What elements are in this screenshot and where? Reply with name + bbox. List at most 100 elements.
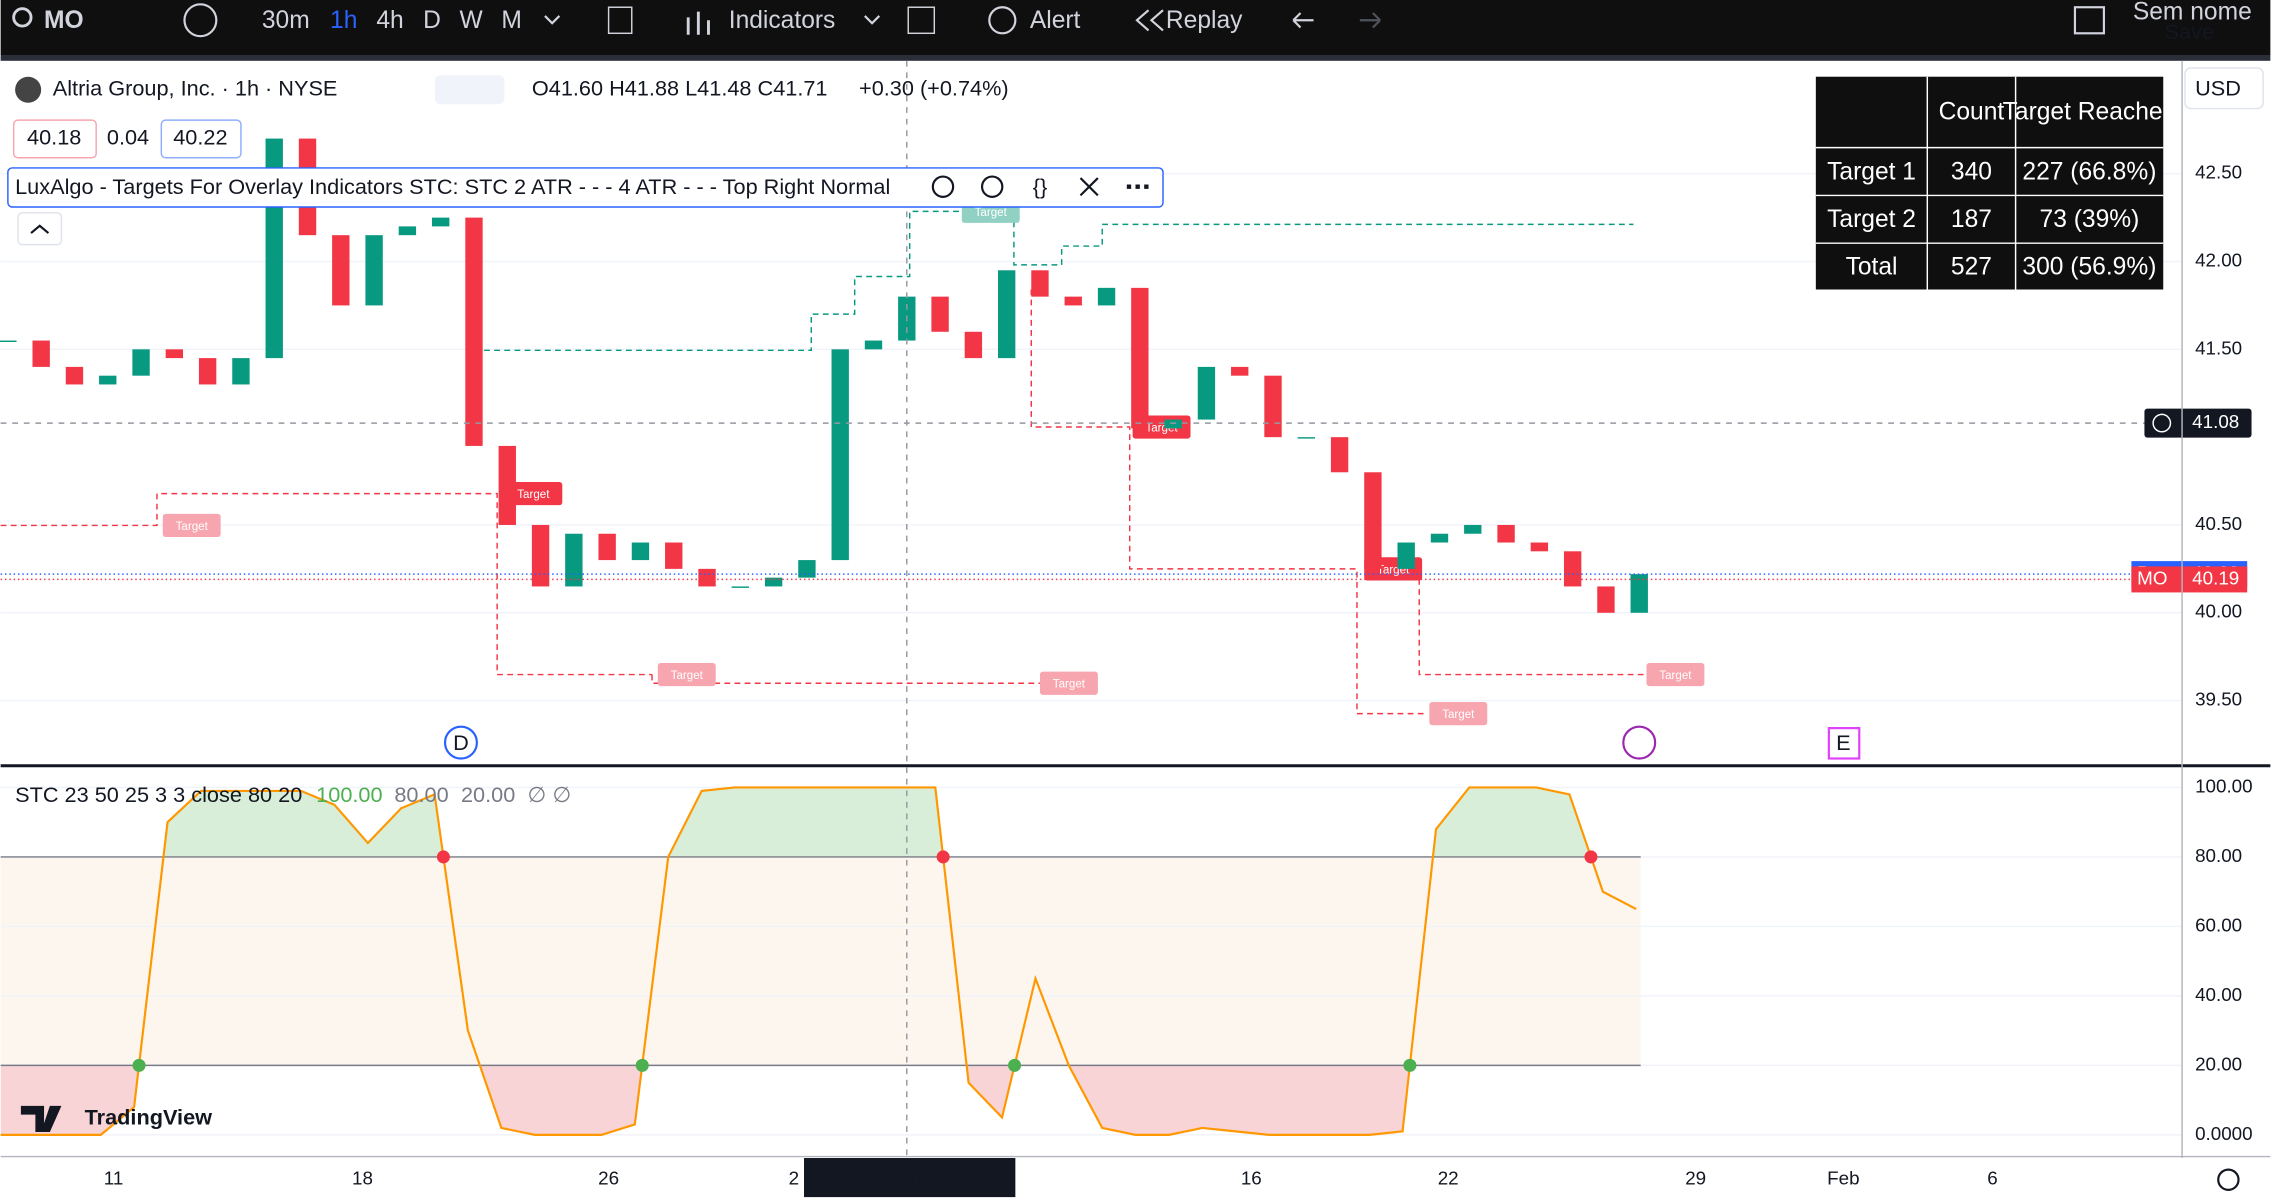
layout-icon[interactable] — [2073, 6, 2105, 35]
spread: 0.04 — [107, 125, 149, 150]
stc-legend-title: STC 23 50 25 3 3 close 80 20 — [15, 782, 302, 807]
table-header: Target Reached — [2003, 98, 2177, 125]
candle — [498, 445, 516, 525]
axis-settings[interactable] — [2217, 1168, 2240, 1191]
target-tag — [504, 482, 563, 506]
buy-dot — [1403, 1058, 1417, 1072]
time-label: 16 — [1241, 1168, 1262, 1189]
source-code-button[interactable]: {} — [1033, 174, 1048, 199]
indicators-button[interactable]: Indicators — [729, 7, 836, 34]
candle — [1563, 551, 1582, 587]
interval-button[interactable]: D — [423, 7, 441, 34]
ask-box[interactable] — [160, 119, 242, 159]
candle — [65, 366, 84, 385]
candle — [1330, 437, 1349, 473]
candle — [232, 358, 250, 385]
last-name: MO — [2137, 567, 2167, 588]
target-tag — [1646, 662, 1705, 687]
target-line — [1418, 568, 1651, 676]
layout-name[interactable]: Sem nome — [2133, 0, 2252, 26]
earnings-marker[interactable] — [1827, 727, 1861, 760]
crosshair-add — [2152, 413, 2172, 433]
target-label: Target — [1442, 709, 1475, 721]
interval-group: 30m 1h 4h D W M — [262, 7, 522, 34]
dividend-marker[interactable] — [443, 725, 478, 760]
candle — [964, 331, 983, 359]
currency[interactable]: USD — [2195, 75, 2241, 100]
dividend-label: D — [453, 730, 469, 755]
collapse-button[interactable] — [17, 212, 63, 246]
candle — [1430, 533, 1449, 543]
price-tick-label: 40.50 — [2195, 513, 2242, 534]
candle — [931, 296, 949, 332]
visibility-button[interactable] — [931, 175, 955, 198]
time-label: 22 — [1438, 1168, 1459, 1189]
candle — [864, 340, 883, 350]
stc-line — [0, 786, 1637, 1136]
sell-dot — [436, 850, 450, 864]
indicator-legend[interactable] — [7, 167, 1164, 208]
symbol[interactable]: MO — [44, 7, 84, 34]
bid-box[interactable] — [12, 119, 97, 159]
time-label: 18 — [352, 1168, 373, 1189]
remove-button[interactable] — [1079, 177, 1099, 197]
undo-button[interactable] — [1292, 12, 1314, 29]
stc-legend-level: 80.00 — [394, 782, 448, 807]
stc-legend: STC 23 50 25 3 3 close 80 20 100.00 80.00 2… — [15, 782, 571, 807]
earnings-label: E — [1836, 730, 1850, 755]
sell-dot — [936, 850, 950, 864]
table-cell: Target 1 — [1827, 158, 1916, 185]
currency-box[interactable] — [2184, 67, 2264, 110]
crosshair-time-box — [804, 1158, 1016, 1198]
save-label[interactable]: Save — [2165, 19, 2214, 44]
interval-dropdown[interactable] — [544, 15, 561, 25]
crosshair-price: 41.08 — [2192, 411, 2239, 432]
toolbar-border — [0, 55, 2271, 61]
search-icon[interactable] — [12, 7, 33, 28]
candle — [198, 358, 217, 385]
candle — [598, 533, 616, 561]
settings-button[interactable] — [980, 175, 1004, 198]
target-label: Target — [671, 670, 704, 682]
compare-button[interactable] — [183, 3, 218, 38]
candle — [665, 542, 683, 569]
price-tick-label: 42.50 — [2195, 162, 2242, 183]
redo-button[interactable] — [1359, 12, 1381, 29]
candle — [764, 577, 783, 587]
crosshair-price-box — [2144, 408, 2252, 438]
alert-button[interactable]: Alert — [1030, 7, 1081, 34]
stc-tick-label: 20.00 — [2195, 1053, 2242, 1074]
candle — [432, 217, 450, 227]
interval-button[interactable]: M — [501, 7, 522, 34]
chart-type-button[interactable] — [607, 6, 633, 35]
table-header: Count — [1939, 98, 2005, 125]
interval-button[interactable]: 1h — [330, 7, 357, 34]
brand: TradingView — [85, 1105, 213, 1130]
replay-button[interactable]: Replay — [1166, 7, 1243, 34]
brand-mark — [20, 1105, 62, 1132]
target-tag — [657, 662, 716, 687]
split-marker[interactable] — [1622, 725, 1657, 760]
interval-button[interactable]: 4h — [376, 7, 403, 34]
interval-button[interactable]: W — [459, 7, 483, 34]
table-cell: 340 — [1951, 158, 1992, 185]
bid: 40.18 — [27, 125, 81, 150]
templates-button[interactable] — [907, 6, 936, 35]
legend-title: Altria Group, Inc. · 1h · NYSE — [53, 75, 338, 100]
candle — [1530, 542, 1549, 552]
target-label: Target — [1659, 670, 1692, 682]
ask: 40.22 — [173, 125, 227, 150]
crosshair-time: 11:30 — [952, 1164, 1005, 1189]
time-label: 29 — [1685, 1168, 1706, 1189]
interval-button[interactable]: 30m — [262, 7, 310, 34]
candle — [997, 270, 1016, 359]
indicators-dropdown[interactable] — [864, 15, 881, 25]
candle — [165, 349, 184, 359]
price-tick-label: 41.50 — [2195, 337, 2242, 358]
target-label: Target — [975, 207, 1008, 219]
candle — [0, 340, 17, 342]
candle — [1397, 542, 1415, 569]
buy-dot — [1008, 1058, 1022, 1072]
symbol-logo — [15, 76, 42, 103]
